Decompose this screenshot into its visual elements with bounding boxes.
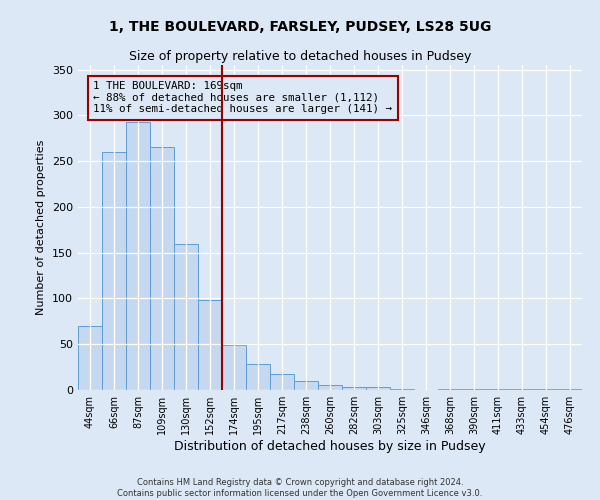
Bar — [102, 152, 126, 390]
Bar — [534, 389, 558, 390]
Text: Contains HM Land Registry data © Crown copyright and database right 2024.
Contai: Contains HM Land Registry data © Crown c… — [118, 478, 482, 498]
Bar — [510, 389, 534, 390]
Bar — [150, 148, 174, 390]
Bar — [174, 244, 198, 390]
Bar — [486, 389, 510, 390]
Bar — [246, 364, 270, 390]
Bar — [462, 389, 486, 390]
Text: 1, THE BOULEVARD, FARSLEY, PUDSEY, LS28 5UG: 1, THE BOULEVARD, FARSLEY, PUDSEY, LS28 … — [109, 20, 491, 34]
Text: 1 THE BOULEVARD: 169sqm
← 88% of detached houses are smaller (1,112)
11% of semi: 1 THE BOULEVARD: 169sqm ← 88% of detache… — [93, 81, 392, 114]
Bar — [294, 381, 318, 390]
Bar — [78, 326, 102, 390]
Bar — [342, 388, 366, 390]
Bar — [366, 388, 390, 390]
Bar — [270, 374, 294, 390]
Bar — [558, 389, 582, 390]
Bar — [126, 122, 150, 390]
Bar — [318, 386, 342, 390]
Bar — [390, 389, 414, 390]
Y-axis label: Number of detached properties: Number of detached properties — [37, 140, 46, 315]
Bar — [222, 345, 246, 390]
Bar — [198, 300, 222, 390]
X-axis label: Distribution of detached houses by size in Pudsey: Distribution of detached houses by size … — [174, 440, 486, 453]
Text: Size of property relative to detached houses in Pudsey: Size of property relative to detached ho… — [129, 50, 471, 63]
Bar — [438, 389, 462, 390]
